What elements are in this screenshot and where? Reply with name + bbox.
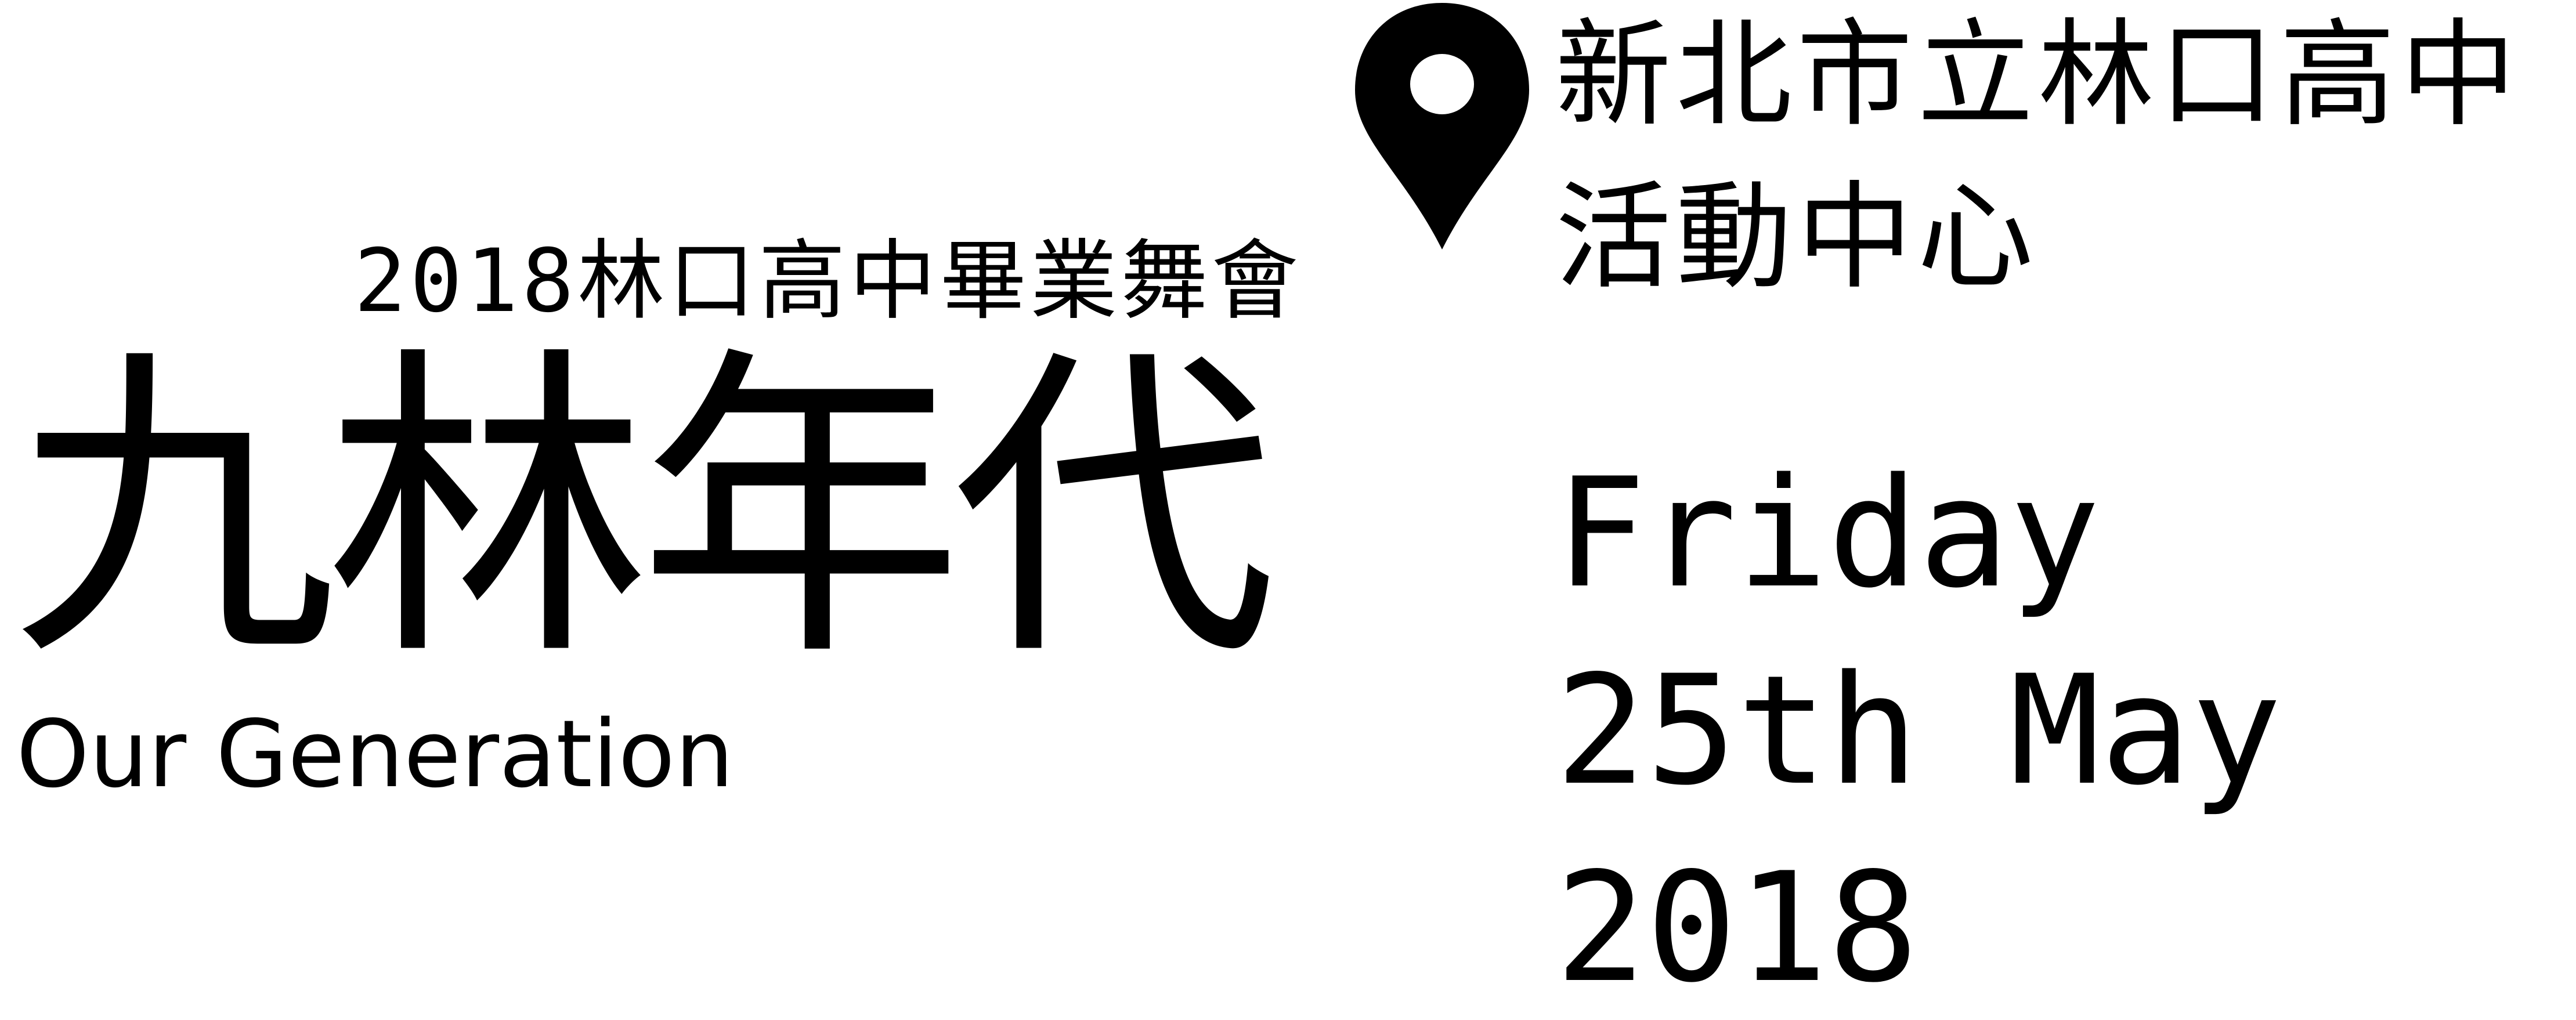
venue-line-1: 新北市立林口高中 xyxy=(1555,8,2521,143)
date-weekday: Friday xyxy=(1555,446,2101,621)
event-title: 九林年代 xyxy=(12,321,1277,700)
venue-line-2: 活動中心 xyxy=(1555,170,2039,305)
event-english-title: Our Generation xyxy=(16,700,734,808)
map-pin-icon xyxy=(1355,3,1529,249)
event-subtitle: 2018林口高中畢業舞會 xyxy=(354,231,1302,332)
date-year: 2018 xyxy=(1555,841,1919,1016)
date-day-month: 25th May xyxy=(1555,643,2282,819)
